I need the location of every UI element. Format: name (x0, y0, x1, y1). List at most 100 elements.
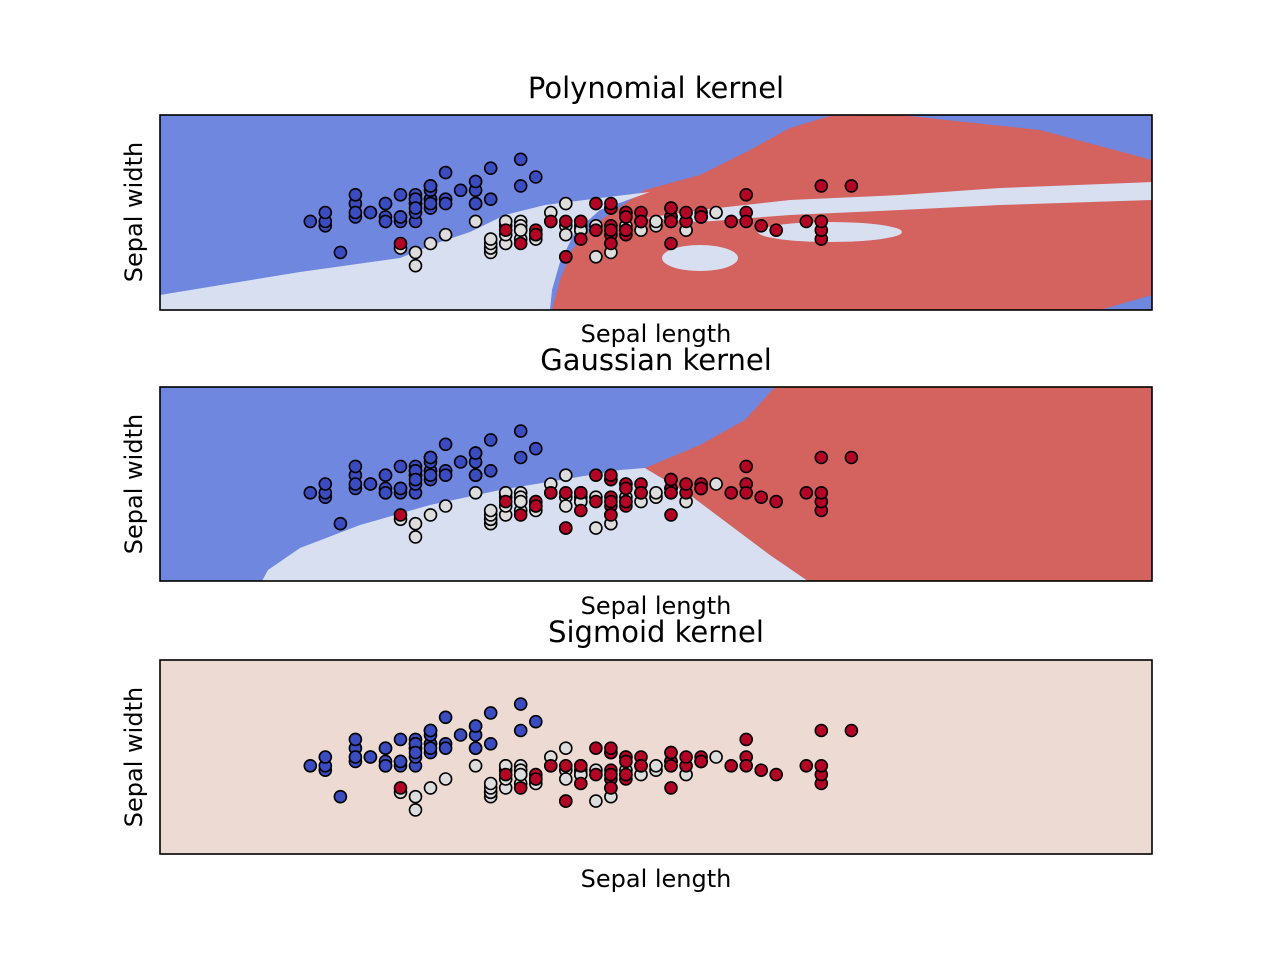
data-point-versicolor (558, 499, 573, 513)
data-point-virginica (679, 750, 693, 764)
data-point-virginica (664, 236, 678, 251)
data-point-virginica (619, 481, 633, 496)
data-point-virginica (844, 450, 859, 465)
gaussian-kernel-panel: Gaussian kernel Sepal length Sepal width (120, 343, 1153, 620)
data-point-versicolor (483, 503, 498, 518)
data-point-versicolor (438, 772, 453, 786)
data-point-virginica (589, 741, 603, 756)
gaussian-axes-frame (159, 386, 1153, 582)
data-point-setosa (318, 477, 333, 491)
data-point-setosa (468, 446, 483, 460)
data-point-versicolor (408, 803, 423, 817)
data-point-setosa (528, 441, 543, 456)
data-point-versicolor (709, 750, 723, 764)
data-point-setosa (393, 481, 408, 496)
data-point-versicolor (558, 772, 573, 786)
data-point-virginica (679, 477, 693, 491)
data-point-setosa (468, 719, 483, 733)
data-point-virginica (724, 758, 739, 773)
data-point-virginica (543, 758, 558, 773)
data-point-virginica (769, 223, 784, 237)
data-point-virginica (679, 205, 693, 220)
data-point-virginica (754, 490, 769, 505)
data-point-setosa (528, 170, 543, 184)
data-point-virginica (513, 508, 528, 522)
data-point-setosa (393, 188, 408, 202)
data-point-virginica (589, 196, 603, 211)
data-point-virginica (498, 223, 513, 237)
data-point-setosa (378, 214, 393, 229)
data-point-virginica (664, 485, 678, 500)
data-point-virginica (739, 485, 754, 500)
data-point-virginica (393, 781, 408, 795)
data-point-virginica (694, 481, 708, 496)
data-point-versicolor (649, 214, 663, 229)
gaussian-region-class-2 (645, 387, 1152, 581)
polynomial-kernel-panel: Polynomial kernel Sepal length Sepal wid… (120, 71, 1153, 348)
data-point-virginica (739, 758, 754, 773)
data-point-versicolor (483, 232, 498, 246)
data-point-virginica (558, 521, 573, 535)
data-point-setosa (378, 468, 393, 483)
data-point-versicolor (423, 781, 438, 795)
data-point-virginica (814, 179, 829, 193)
data-point-virginica (724, 485, 739, 500)
data-point-versicolor (408, 258, 423, 273)
data-point-virginica (604, 781, 618, 795)
data-point-versicolor (513, 767, 528, 782)
polynomial-region-class-1 (160, 192, 650, 310)
sigmoid-kernel-panel: Sigmoid kernel Sepal length Sepal width (120, 615, 1153, 893)
data-point-setosa (483, 433, 498, 447)
data-point-setosa (318, 205, 333, 220)
data-point-virginica (799, 485, 814, 500)
data-point-setosa (348, 459, 363, 474)
data-point-setosa (513, 179, 528, 193)
data-point-virginica (799, 214, 814, 229)
polynomial-region-class-2-lower-corner (1100, 295, 1152, 310)
data-point-versicolor (483, 776, 498, 791)
data-point-versicolor (558, 741, 573, 756)
data-point-virginica (604, 767, 618, 782)
data-point-virginica (664, 745, 678, 760)
gaussian-x-axis-label: Sepal length (581, 592, 732, 620)
data-point-virginica (724, 214, 739, 229)
polynomial-axes-frame (159, 114, 1153, 311)
data-point-setosa (408, 745, 423, 760)
data-point-virginica (558, 485, 573, 500)
data-point-virginica (604, 223, 618, 237)
data-point-setosa (348, 188, 363, 202)
data-point-virginica (814, 485, 829, 500)
data-point-virginica (739, 459, 754, 474)
data-point-virginica (393, 236, 408, 251)
data-point-setosa (348, 750, 363, 764)
data-point-versicolor (513, 223, 528, 237)
data-point-setosa (483, 192, 498, 206)
data-point-virginica (604, 196, 618, 211)
data-point-virginica (664, 781, 678, 795)
data-point-virginica (634, 758, 648, 773)
data-point-setosa (438, 468, 453, 483)
data-point-virginica (814, 450, 829, 465)
data-point-virginica (814, 214, 829, 229)
data-point-setosa (423, 468, 438, 483)
data-point-setosa (363, 205, 378, 220)
data-point-virginica (619, 494, 633, 509)
data-point-virginica (754, 219, 769, 233)
data-point-versicolor (438, 227, 453, 242)
data-point-virginica (664, 201, 678, 215)
data-point-virginica (498, 767, 513, 782)
data-point-setosa (378, 196, 393, 211)
data-point-setosa (483, 463, 498, 478)
data-point-virginica (844, 723, 859, 738)
data-point-setosa (438, 741, 453, 756)
data-point-virginica (573, 776, 588, 791)
data-point-versicolor (468, 758, 483, 773)
data-point-setosa (468, 174, 483, 189)
data-point-versicolor (408, 245, 423, 260)
data-point-setosa (468, 196, 483, 211)
polynomial-region-class-1-island-center (662, 245, 738, 271)
data-point-versicolor (408, 530, 423, 544)
data-point-virginica (393, 508, 408, 522)
data-point-virginica (528, 499, 543, 513)
data-point-virginica (694, 210, 708, 224)
